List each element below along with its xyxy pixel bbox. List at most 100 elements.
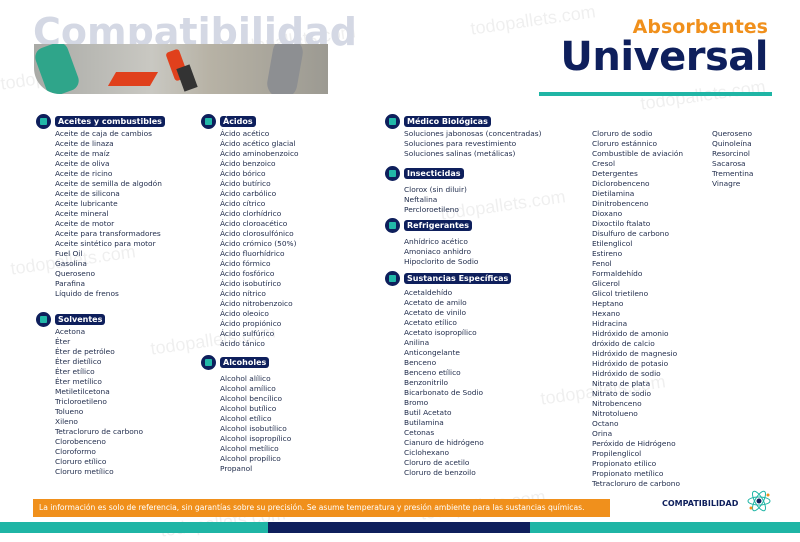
list-item: Alcohol isobutílico — [220, 424, 287, 433]
section-insecticidas: Insecticidas Clorox (sin diluir) Neftalina… — [385, 165, 467, 215]
list-item: Glicerol — [592, 279, 620, 288]
subtitle: Absorbentes — [632, 16, 768, 38]
list-item: Aceite de oliva — [55, 159, 110, 168]
section-title: Insecticidas — [404, 167, 464, 179]
list-item: Resorcinol — [712, 149, 750, 158]
list-item: Ácido clorosulfónico — [220, 229, 294, 238]
list-item: Alcohol metílico — [220, 444, 279, 453]
container-icon — [201, 354, 216, 370]
section-title: Aceites y combustibles — [55, 115, 165, 127]
list-item: Tetracloruro de carbono — [592, 479, 681, 488]
list-item: Dioxano — [592, 209, 623, 218]
list-item: Ácido crómico (50%) — [220, 239, 297, 248]
list-item: Neftalina — [404, 195, 438, 204]
list-item: Tricloroetileno — [55, 397, 107, 406]
list-item: Heptano — [592, 299, 624, 308]
list-item: Aceite de motor — [55, 219, 115, 228]
list-item: Disulfuro de carbono — [592, 229, 670, 238]
section-header: Ácidos — [201, 113, 299, 129]
page-title: Universal — [560, 34, 768, 80]
section-medico: Médico Biológicas Soluciones jabonosas (c… — [385, 113, 542, 159]
list-item: Aceite de semilla de algodón — [55, 179, 162, 188]
list-item: Soluciones jabonosas (concentradas) — [404, 129, 542, 138]
list-item: Alcohol alílico — [220, 374, 271, 383]
substance-list: Acetona Éter Éter de petróleo Éter dietílic… — [55, 327, 143, 477]
list-item: Ácido acético glacial — [220, 139, 296, 148]
list-item: Amoniaco anhidro — [404, 247, 472, 256]
list-item: Percloroetileno — [404, 205, 459, 214]
list-item: Combustible de aviación — [592, 149, 684, 158]
list-item: Nitrato de plata — [592, 379, 651, 388]
list-item: Orina — [592, 429, 613, 438]
list-item: Quinoleína — [712, 139, 752, 148]
section-title: Refrigerantes — [404, 219, 472, 231]
list-item: Ácido acético — [220, 129, 270, 138]
list-item: Éter — [55, 337, 71, 346]
list-item: Ácido cloroacético — [220, 219, 288, 228]
list-item: Ácido isobutírico — [220, 279, 282, 288]
list-item: Gasolina — [55, 259, 87, 268]
section-refrigerantes: Refrigerantes Anhídrico acético Amoniaco a… — [385, 217, 478, 267]
list-item: Éter de petróleo — [55, 347, 115, 356]
list-item: Bromo — [404, 398, 429, 407]
section-title: Médico Biológicas — [404, 115, 491, 127]
list-item: Hipoclorito de Sodio — [404, 257, 479, 266]
list-item: Hidracina — [592, 319, 628, 328]
list-item: Alcohol butílico — [220, 404, 277, 413]
section-acidos: Ácidos Ácido acético Ácido acético glacial… — [201, 113, 299, 349]
list-item: Alcohol etílico — [220, 414, 272, 423]
list-item: Benzonitrilo — [404, 378, 449, 387]
list-item: dróxido de calcio — [592, 339, 655, 348]
list-item: Alcohol amílico — [220, 384, 276, 393]
list-item: Ácido benzoico — [220, 159, 276, 168]
list-item: Formaldehído — [592, 269, 643, 278]
section-sustancias: Sustancias Específicas Acetaldehído Acetat… — [385, 270, 512, 478]
list-item: Propionato etílico — [592, 459, 657, 468]
list-item: Benceno etílico — [404, 368, 461, 377]
section-header: Médico Biológicas — [385, 113, 541, 129]
list-item: Nitrato de sodio — [592, 389, 652, 398]
list-item: Ácido fluorhídrico — [220, 249, 285, 258]
list-item: Ácido carbólico — [220, 189, 277, 198]
list-item: Parafina — [55, 279, 86, 288]
list-item: Acetato de amilo — [404, 298, 467, 307]
list-item: Anhídrico acético — [404, 237, 468, 246]
list-item: Dietilamina — [592, 189, 635, 198]
section-header: Solventes — [36, 311, 143, 327]
hero-image — [34, 44, 328, 94]
section-title: Solventes — [55, 313, 106, 325]
substance-list: Aceite de caja de cambios Aceite de linaz… — [55, 129, 165, 299]
substance-list: Cloruro de sodio Cloruro estánnico Combust… — [592, 129, 683, 489]
list-item: Octano — [592, 419, 619, 428]
list-item: Fenol — [592, 259, 612, 268]
list-item: Acetaldehído — [404, 288, 453, 297]
list-item: Acetato de vinilo — [404, 308, 467, 317]
list-item: Ácido nítrico — [220, 289, 266, 298]
list-item: Acetato isopropílico — [404, 328, 477, 337]
atom-icon — [747, 490, 771, 512]
list-item: Hidróxido de potasio — [592, 359, 669, 368]
list-item: Propanol — [220, 464, 253, 473]
list-item: Alcohol propílico — [220, 454, 281, 463]
list-item: Aceite lubricante — [55, 199, 118, 208]
substance-list: Anhídrico acético Amoniaco anhidro Hipoclo… — [404, 237, 478, 267]
section-title: Alcoholes — [220, 356, 270, 368]
list-item: Cianuro de hidrógeno — [404, 438, 484, 447]
section-solventes: Solventes Acetona Éter Éter de petróleo Éter… — [36, 311, 143, 477]
list-item: Soluciones salinas (metálicas) — [404, 149, 516, 158]
substance-list: Alcohol alílico Alcohol amílico Alcohol be… — [220, 374, 291, 474]
container-icon — [201, 113, 216, 129]
list-item: Clorobenceno — [55, 437, 106, 446]
section-header: Alcoholes — [201, 354, 291, 370]
list-item: Nitrobenceno — [592, 399, 642, 408]
list-item: Ácido cítrico — [220, 199, 266, 208]
list-item: Ciclohexano — [404, 448, 450, 457]
list-item: Estireno — [592, 249, 623, 258]
list-item: Tetracloruro de carbono — [55, 427, 144, 436]
list-item: Ácido sulfúrico — [220, 329, 275, 338]
list-item: Anticongelante — [404, 348, 460, 357]
list-item: Ácido nitrobenzoico — [220, 299, 293, 308]
list-item: Ácido butírico — [220, 179, 271, 188]
list-item: Éter metílico — [55, 377, 102, 386]
list-item: Queroseno — [712, 129, 753, 138]
